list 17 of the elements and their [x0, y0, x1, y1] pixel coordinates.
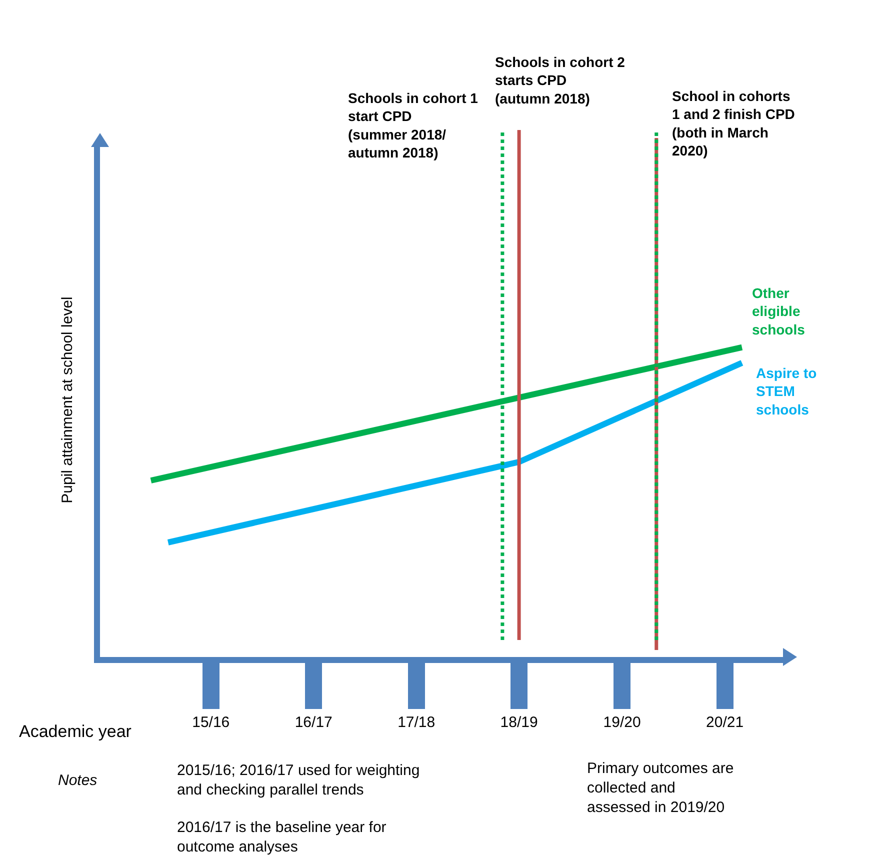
x-tick-label: 16/17: [294, 714, 332, 731]
x-tick-label: 19/20: [603, 714, 641, 731]
x-tick-label: 17/18: [398, 714, 436, 731]
series-label: Other eligible schools: [752, 285, 806, 338]
ref-line-label: School in cohorts 1 and 2 finish CPD (both in March 2020): [672, 88, 795, 159]
x-axis-title: Academic year: [19, 722, 132, 741]
series-label: Aspire to STEM schools: [756, 365, 817, 418]
ref-line-label: Schools in cohort 1 start CPD (summer 2018/ autumn 2018): [348, 90, 478, 161]
text: Primary outcomes are collected and assessed in 2019/20: [587, 760, 734, 816]
text: 2015/16; 2016/17 used for weighting and checking parallel trends: [177, 762, 420, 798]
y-axis-title: Pupil attainment at school level: [58, 296, 76, 504]
x-tick-label: 20/21: [706, 714, 744, 731]
x-tick-label: 15/16: [192, 714, 230, 731]
ref-line-label: Schools in cohort 2 starts CPD (autumn 2018): [495, 54, 626, 106]
text: 2016/17 is the baseline year for outcome analyses: [177, 819, 386, 856]
text: Notes: [58, 772, 98, 789]
x-tick-label: 18/19: [500, 714, 538, 731]
